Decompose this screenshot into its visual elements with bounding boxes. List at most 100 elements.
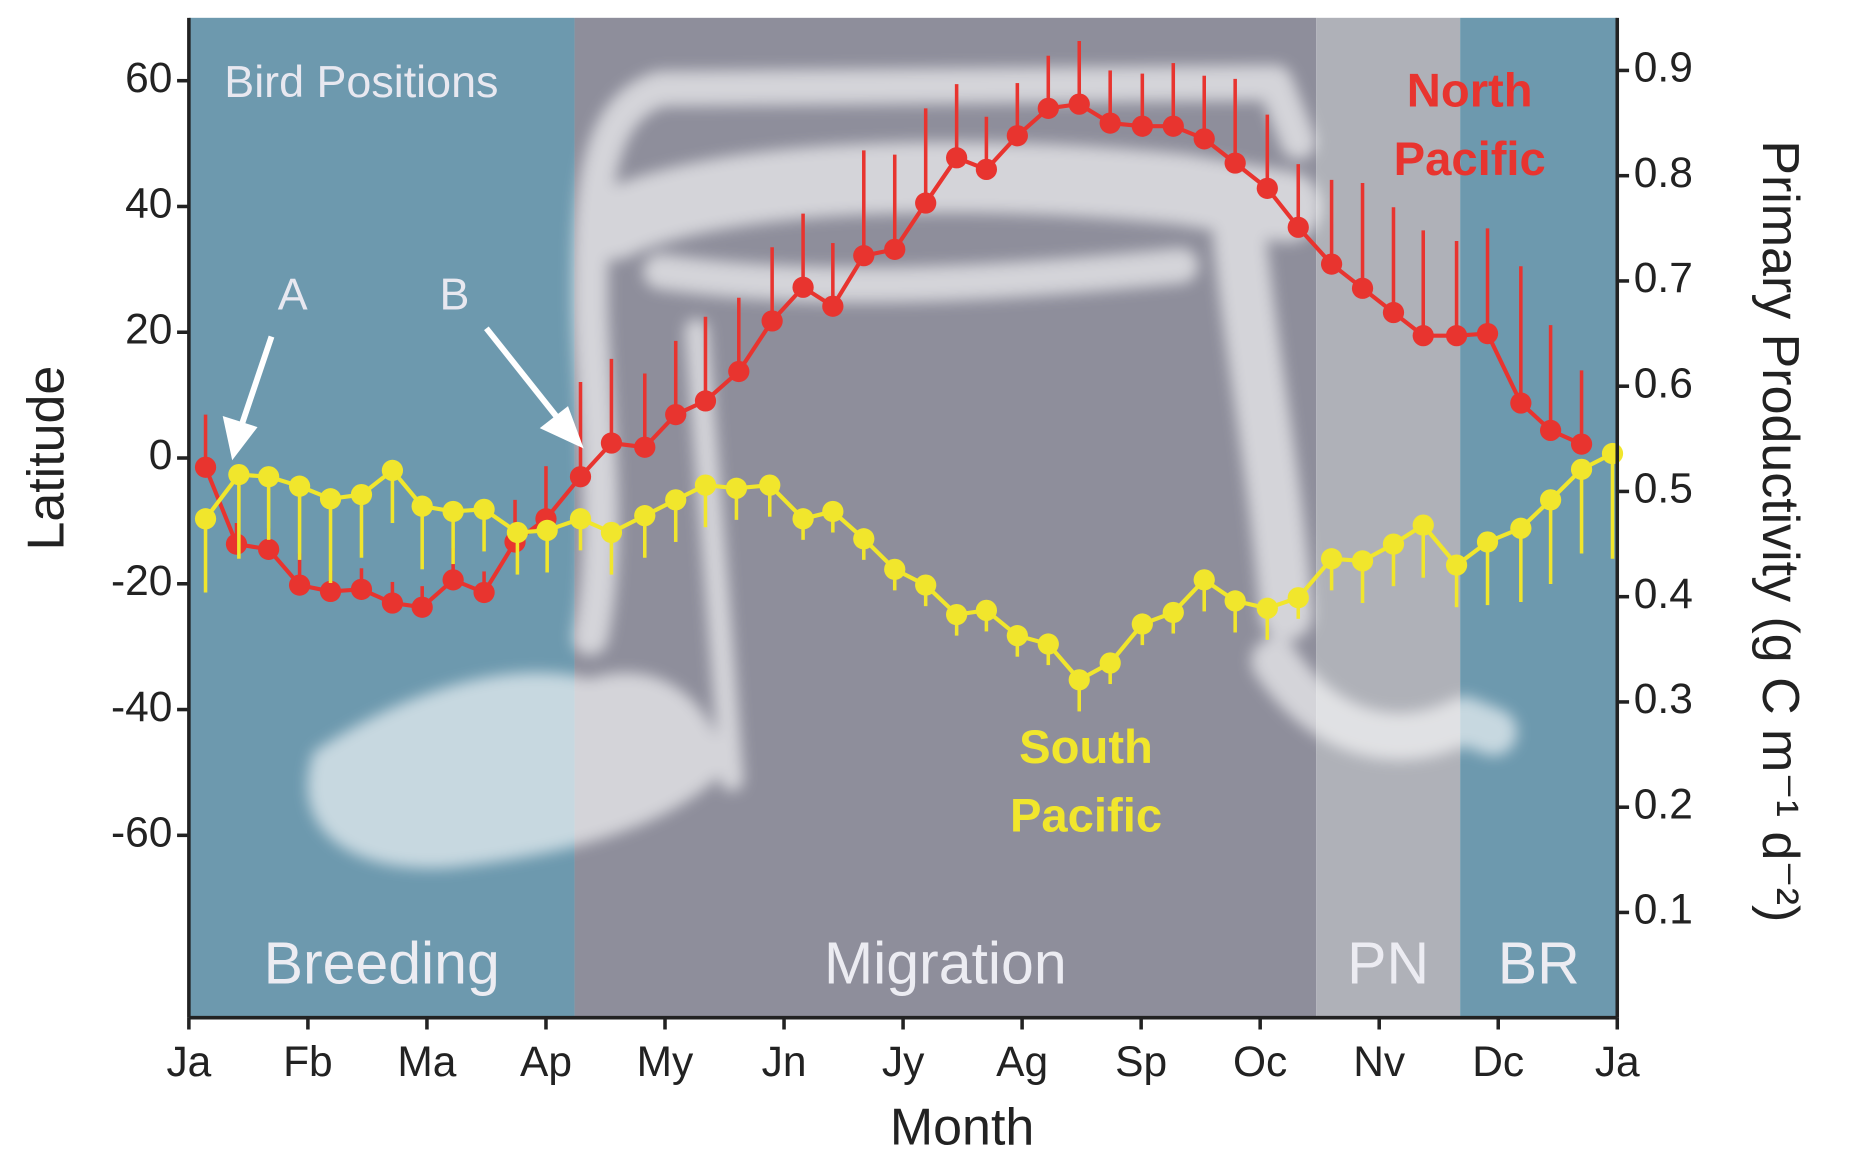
data-point <box>258 466 279 487</box>
data-point <box>412 597 433 618</box>
data-point <box>1571 433 1592 454</box>
data-point <box>915 574 936 595</box>
data-point <box>443 569 464 590</box>
data-point <box>570 508 591 529</box>
y-tick-label: 20 <box>125 306 172 353</box>
data-point <box>1321 253 1342 274</box>
data-point <box>473 582 494 603</box>
data-point <box>1225 152 1246 173</box>
data-point <box>1510 392 1531 413</box>
data-point <box>1510 518 1531 539</box>
cloud <box>661 266 1180 285</box>
data-point <box>289 574 310 595</box>
data-point <box>1352 278 1373 299</box>
data-point <box>1288 217 1309 238</box>
data-point <box>884 239 905 260</box>
data-point <box>976 600 997 621</box>
data-point <box>1100 112 1121 133</box>
data-point <box>1477 323 1498 344</box>
data-point <box>915 192 936 213</box>
data-point <box>822 296 843 317</box>
data-point <box>1540 489 1561 510</box>
data-point <box>1571 459 1592 480</box>
series-label-line: Pacific <box>1010 790 1162 843</box>
x-tick-label: My <box>637 1039 694 1086</box>
data-point <box>351 579 372 600</box>
data-point <box>1132 613 1153 634</box>
x-tick-label: Sp <box>1115 1039 1167 1086</box>
chart: BreedingMigrationPNBR Ja Fb Ma Ap My Jn Jy Ag Sp… <box>0 0 1851 1163</box>
y-tick-label: 40 <box>125 181 172 228</box>
data-point <box>1225 590 1246 611</box>
region-label: BR <box>1498 931 1580 997</box>
x-tick-label: Ap <box>520 1039 572 1086</box>
data-point <box>1288 587 1309 608</box>
data-point <box>320 581 341 602</box>
data-point <box>473 499 494 520</box>
data-point <box>382 592 403 613</box>
data-point <box>1257 178 1278 199</box>
x-tick-label: Jy <box>882 1039 925 1086</box>
annotation: Bird Positions <box>224 56 498 107</box>
y-tick-label: -60 <box>111 810 172 857</box>
data-point <box>228 464 249 485</box>
series-label-line: South <box>1019 721 1153 774</box>
data-point <box>1257 598 1278 619</box>
data-point <box>601 522 622 543</box>
data-point <box>195 457 216 478</box>
data-point <box>728 361 749 382</box>
data-point <box>1540 420 1561 441</box>
y2-tick-label: 0.1 <box>1634 887 1693 934</box>
data-point <box>1446 325 1467 346</box>
data-point <box>382 460 403 481</box>
data-point <box>258 539 279 560</box>
data-point <box>1038 633 1059 654</box>
data-point <box>1194 128 1215 149</box>
data-point <box>634 505 655 526</box>
data-point <box>634 437 655 458</box>
x-tick-label: Ma <box>397 1039 456 1086</box>
data-point <box>1352 550 1373 571</box>
data-point <box>1446 554 1467 575</box>
data-point <box>195 508 216 529</box>
data-point <box>443 501 464 522</box>
data-point <box>822 501 843 522</box>
data-point <box>976 159 997 180</box>
y2-axis-label: Primary Productivity (g C m⁻¹ d⁻²) <box>1751 140 1809 922</box>
data-point <box>320 488 341 509</box>
y2-tick-label: 0.6 <box>1634 360 1693 407</box>
series-label-line: North <box>1407 65 1533 118</box>
data-point <box>1100 652 1121 673</box>
series-label-line: Pacific <box>1394 133 1546 186</box>
data-point <box>946 604 967 625</box>
data-point <box>695 475 716 496</box>
data-point <box>1194 569 1215 590</box>
data-point <box>351 484 372 505</box>
region-labels: BreedingMigrationPNBR <box>264 931 1580 997</box>
x-tick-label: Oc <box>1233 1039 1287 1086</box>
data-point <box>1007 625 1028 646</box>
x-tick-label: Ag <box>996 1039 1048 1086</box>
data-point <box>601 432 622 453</box>
data-point <box>570 466 591 487</box>
annotation: B <box>440 268 470 319</box>
data-point <box>946 147 967 168</box>
y-tick-label: 60 <box>125 55 172 102</box>
data-point <box>1163 602 1184 623</box>
page: {"chart_data": { "type": "line", "x_labe… <box>0 0 1851 1163</box>
data-point <box>537 520 558 541</box>
data-point <box>1413 325 1434 346</box>
x-tick-label: Ja <box>166 1039 211 1086</box>
y2-tick-label: 0.5 <box>1634 466 1693 513</box>
annotation: A <box>278 268 308 319</box>
x-tick-label: Ja <box>1595 1039 1640 1086</box>
data-point <box>1383 533 1404 554</box>
data-point <box>853 245 874 266</box>
data-point <box>1132 116 1153 137</box>
data-point <box>665 489 686 510</box>
x-tick-label: Jn <box>762 1039 807 1086</box>
x-tick-label: Fb <box>283 1039 333 1086</box>
data-point <box>695 390 716 411</box>
y-tick-label: 0 <box>149 432 173 479</box>
y2-tick-label: 0.3 <box>1634 676 1693 723</box>
